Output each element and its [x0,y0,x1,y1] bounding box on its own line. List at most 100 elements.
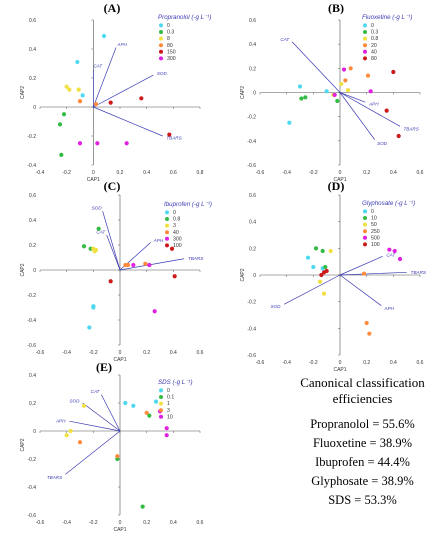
vector-aph [339,92,366,103]
panel-label: (B) [328,1,344,15]
legend-marker [363,49,367,54]
legend-label: 1 [167,401,170,407]
vector-sod [339,92,375,140]
data-point-series-40 [125,262,131,268]
legend-label: 3 [167,408,170,414]
x-tick-label: 0.2 [117,170,124,176]
legend-label: 40 [371,49,377,55]
x-tick-label: 0.8 [197,170,204,176]
y-tick-label: 0 [33,268,36,274]
legend-marker [363,56,367,61]
x-tick-label: -0.4 [62,350,71,356]
data-point-series-40 [341,67,347,72]
vector-tbars [119,258,185,271]
legend-marker [363,23,367,28]
legend-label: 0 [167,388,170,394]
legend-label: 0 [173,210,176,216]
legend-label: 0.8 [173,217,180,223]
data-point-series-0 [75,59,80,65]
legend-marker [363,36,367,41]
y-tick-label: -0.6 [247,353,256,359]
x-tick-label: -0.2 [89,350,98,356]
y-tick-label: 0.6 [249,18,256,24]
efficiency-summary: Canonical classification efficiencies Pr… [280,375,445,510]
y-tick-label: -0.6 [27,343,36,349]
data-point-series-1 [81,403,87,408]
legend-marker [165,230,169,235]
data-point-series-250 [361,271,367,276]
panel-b: (B)-0.6 -0.4 -0.2 0 0.2 0.4 0.6-0.6-0.4-0.200.… [240,1,424,183]
data-point-series-0 [87,325,92,330]
y-tick-label: -0.2 [27,293,36,299]
vector-aph [69,420,121,432]
x-tick-label: 0.6 [197,520,204,526]
panel-label: (E) [96,360,112,374]
vector-label-sod: SOD [92,205,103,210]
legend-marker [363,242,367,247]
x-axis-label: CAP1 [333,177,346,183]
data-point-series-0_3 [61,112,67,117]
x-tick-label: -0.4 [282,360,291,366]
data-point-series-40 [368,89,373,94]
panel-label: (C) [104,179,121,193]
vector-label-sod: SOD [69,399,80,404]
data-point-series-250 [367,331,372,336]
x-tick-label: 0.2 [143,520,150,526]
x-tick-label: 0.6 [417,170,424,176]
vector-sod [82,402,121,432]
x-tick-label: 0.2 [143,350,150,356]
data-point-series-0_3 [299,96,304,101]
x-tick-label: 0 [119,350,122,356]
legend-marker [363,235,367,240]
data-point-series-300 [131,262,136,268]
data-point-series-3 [77,440,83,445]
legend-label: 0.3 [167,30,174,36]
legend-label: 10 [371,216,377,222]
data-point-series-0_8 [96,226,101,231]
y-tick-label: 0.4 [29,47,36,53]
vector-label-cat: CAT [96,229,106,234]
vector-cat [106,234,121,271]
legend-marker [159,401,163,406]
vector-label-tbars: TBARS [411,270,427,275]
data-point-series-100 [108,279,113,284]
data-point-series-10 [164,426,169,431]
y-tick-label: 0 [33,105,36,111]
x-tick-label: 0.6 [417,360,424,366]
data-point-series-0_3 [59,152,64,157]
legend-title: Ibuprofen (-g L⁻¹) [164,201,212,208]
vector-tbars [339,271,407,276]
data-point-series-20 [348,66,353,71]
data-point-series-0 [153,399,159,404]
x-tick-label: 0.6 [170,170,177,176]
data-point-series-0_3 [303,95,308,100]
vector-cat [101,394,121,432]
legend-label: 300 [173,236,182,242]
legend-label: 100 [173,243,182,249]
data-point-series-150 [167,132,172,137]
data-point-series-250 [364,320,369,326]
x-tick-label: 0.4 [143,170,150,176]
data-point-series-8 [64,84,69,89]
y-tick-label: -0.4 [27,485,36,491]
legend-marker [159,30,163,34]
x-tick-label: 0 [339,360,342,366]
legend-title: Propranolol (-g L⁻¹) [158,14,211,21]
legend-marker [363,222,367,227]
data-point-series-0_3 [335,98,340,104]
vector-label-cat: CAT [93,63,103,68]
y-tick-label: 0.6 [29,18,36,24]
panel-e: (E)-0.6 -0.4 -0.2 0 0.2 0.4 0.6-0.6-0.4-0.200.… [20,360,204,533]
data-point-series-50 [328,248,333,254]
vector-label-cat: CAT [386,253,396,258]
vector-label-sod: SOD [377,141,388,146]
data-point-series-0 [324,89,329,94]
legend-marker [363,30,367,34]
data-point-series-80 [396,133,401,139]
y-tick-label: 0.4 [249,42,256,48]
x-tick-label: -0.2 [89,520,98,526]
x-tick-label: 0.2 [363,170,370,176]
y-tick-label: -0.6 [247,163,256,169]
